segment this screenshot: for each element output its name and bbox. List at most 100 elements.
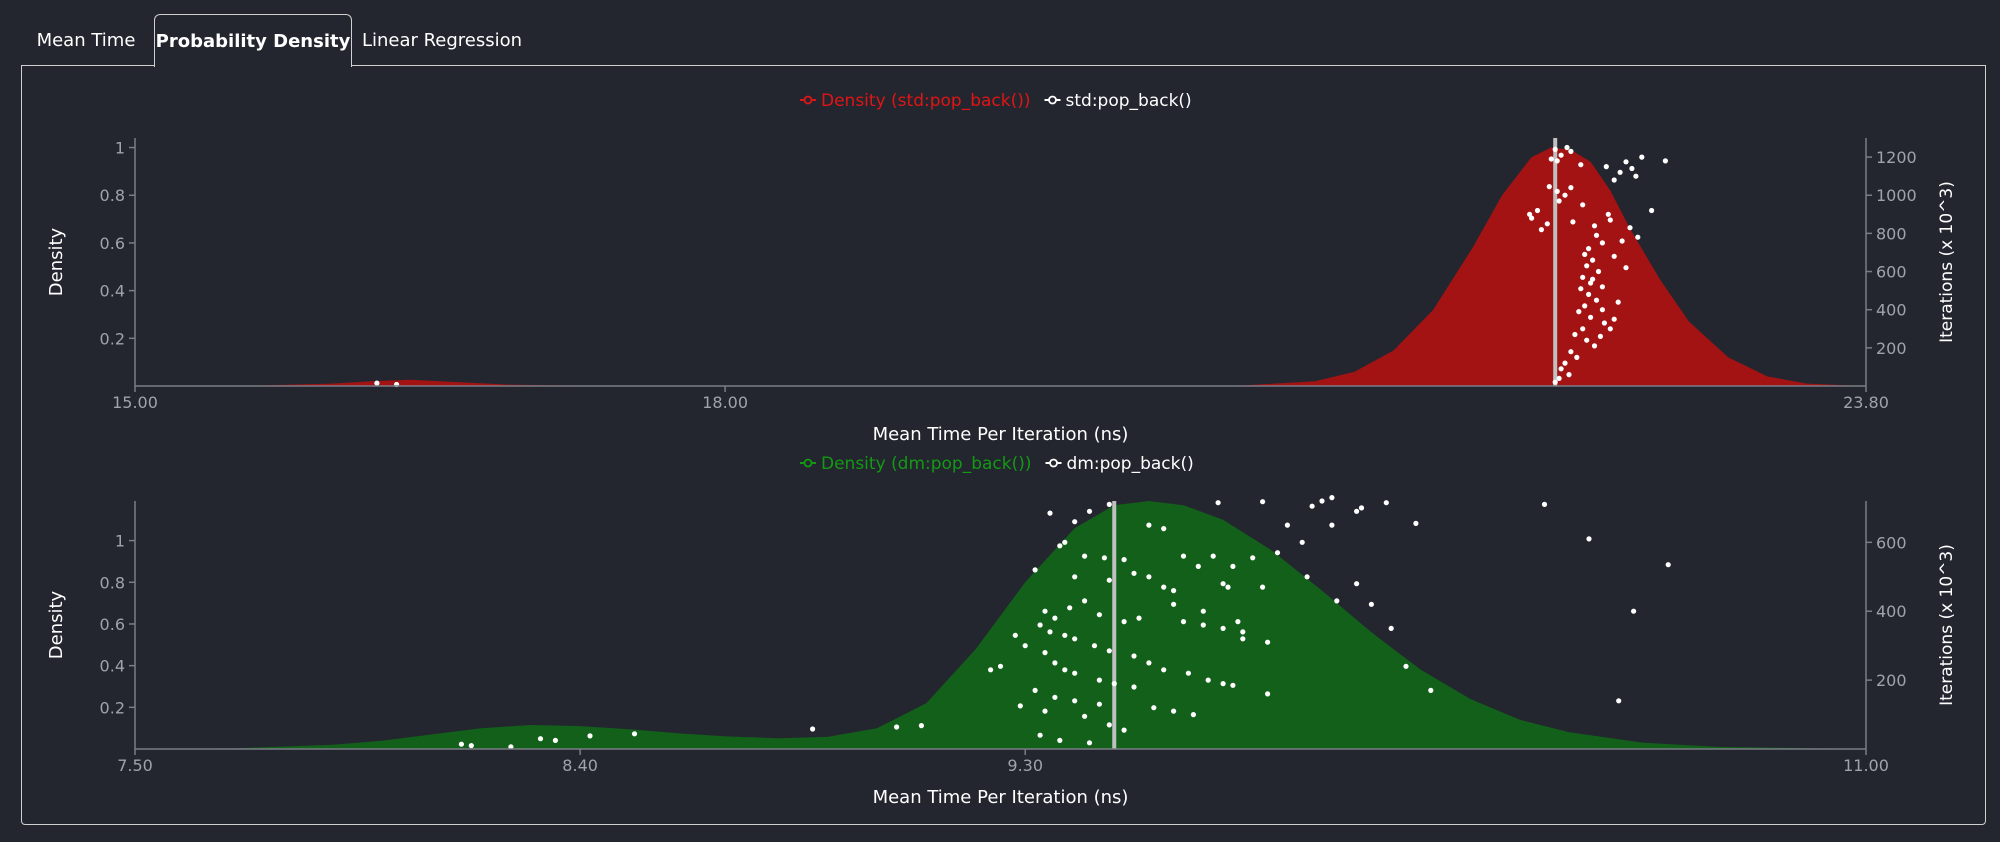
iteration-point <box>1161 584 1167 590</box>
iteration-point <box>1611 316 1617 322</box>
iteration-point <box>1568 185 1574 191</box>
iteration-point <box>1590 276 1596 282</box>
iteration-point <box>1096 701 1102 707</box>
y-tick-label: 0.6 <box>100 234 125 253</box>
iteration-point <box>1619 238 1625 244</box>
iteration-point <box>1597 333 1603 339</box>
y2-tick-label: 600 <box>1876 263 1907 282</box>
y-tick-label: 1 <box>115 532 125 551</box>
iteration-point <box>997 663 1004 669</box>
y-tick-label: 0.4 <box>100 657 125 676</box>
iteration-point <box>1131 684 1137 690</box>
iteration-point <box>458 741 464 747</box>
iteration-point <box>1593 297 1600 303</box>
tab-mean-time[interactable]: Mean Time <box>36 30 136 51</box>
chart-dm-pop-back: 7.50 8.40 9.30 11.00 0.2 0.4 0.6 0.8 1 200 400 600 M… <box>0 447 2000 817</box>
x-tick-label: 23.80 <box>1843 393 1889 412</box>
iteration-point <box>1576 309 1582 315</box>
iteration-point <box>1627 225 1633 231</box>
iteration-point <box>1180 553 1187 559</box>
iteration-point <box>1190 712 1196 718</box>
iteration-point <box>1623 159 1629 165</box>
iteration-point <box>1588 314 1594 320</box>
x-tick-label: 8.40 <box>562 756 598 775</box>
iteration-point <box>894 724 900 730</box>
iteration-point <box>1611 253 1617 259</box>
iteration-point <box>1582 251 1588 257</box>
iteration-point <box>1062 667 1068 673</box>
legend-points-label: dm:pop_back() <box>1067 454 1194 474</box>
iteration-point <box>1591 343 1598 349</box>
iteration-point <box>1151 705 1157 711</box>
iteration-point <box>1319 498 1325 504</box>
iteration-point <box>1200 622 1206 628</box>
iteration-point <box>1548 156 1554 162</box>
iteration-point <box>1615 299 1621 305</box>
iteration-point <box>1558 366 1564 372</box>
iteration-point <box>1131 570 1137 576</box>
x-tick-label: 18.00 <box>702 393 748 412</box>
iteration-point <box>1383 500 1389 506</box>
iteration-point <box>1230 682 1236 688</box>
iteration-point <box>1091 643 1098 649</box>
iteration-point <box>1616 698 1622 704</box>
y2-tick-label: 400 <box>1876 602 1907 621</box>
iteration-point <box>1556 375 1562 381</box>
iteration-point <box>1121 557 1127 563</box>
iteration-point <box>1572 331 1578 338</box>
density-chart-svg: 15.00 18.00 23.800.20.40.60.81200400600800… <box>46 91 1957 445</box>
iteration-point <box>1042 650 1048 656</box>
iteration-point <box>1546 184 1552 190</box>
iteration-point <box>1582 303 1588 309</box>
iteration-point <box>1611 177 1617 183</box>
iteration-point <box>1584 263 1590 269</box>
iteration-point <box>1146 574 1152 580</box>
iteration-point <box>1101 555 1107 561</box>
iteration-point <box>1605 211 1611 217</box>
y2-tick-label: 800 <box>1876 224 1907 243</box>
iteration-point <box>1538 227 1544 233</box>
iteration-point <box>1106 501 1112 507</box>
y2-tick-label: 1200 <box>1876 148 1917 167</box>
iteration-point <box>1354 508 1360 514</box>
iteration-point <box>1580 326 1586 332</box>
iteration-point <box>1210 553 1216 559</box>
iteration-point <box>1554 158 1560 164</box>
iteration-point <box>1534 207 1541 214</box>
iteration-point <box>1607 217 1613 223</box>
density-chart-svg: 7.50 8.40 9.30 11.00 0.2 0.4 0.6 0.8 1 200 400 600 M… <box>46 454 1957 808</box>
iteration-point <box>1265 691 1271 697</box>
iteration-point <box>1220 581 1226 587</box>
iteration-point <box>1200 608 1206 614</box>
legend-points-marker <box>1049 458 1058 468</box>
iteration-point <box>1403 663 1409 669</box>
iteration-point <box>1032 687 1038 693</box>
iteration-point <box>1086 740 1093 746</box>
iteration-point <box>1205 677 1211 683</box>
iteration-point <box>1017 703 1023 709</box>
iteration-point <box>1633 173 1639 179</box>
x-tick-label: 7.50 <box>117 756 153 775</box>
iteration-point <box>1558 152 1564 158</box>
tab-linear-regression[interactable]: Linear Regression <box>361 30 523 51</box>
tab-probability-density[interactable]: Probability Density <box>154 14 352 67</box>
iteration-point <box>1042 708 1048 714</box>
legend-density-marker <box>803 458 813 468</box>
iteration-point <box>1354 581 1360 587</box>
iteration-point <box>1578 162 1584 168</box>
iteration-point <box>1665 562 1671 568</box>
tab-bar: Mean Time Probability Density Linear Reg… <box>0 0 2000 67</box>
x-tick-label: 15.00 <box>112 393 158 412</box>
iteration-point <box>1554 188 1560 194</box>
iteration-point <box>1096 612 1102 618</box>
y-tick-label: 1 <box>115 139 125 158</box>
iteration-point <box>537 736 544 742</box>
iteration-point <box>1607 326 1613 332</box>
iteration-point <box>1527 211 1533 217</box>
iteration-point <box>1593 232 1600 238</box>
iteration-point <box>1603 164 1609 170</box>
iteration-point <box>1629 165 1635 172</box>
iteration-point <box>1215 500 1221 506</box>
iteration-point <box>1220 681 1226 687</box>
iteration-point <box>1121 619 1127 625</box>
